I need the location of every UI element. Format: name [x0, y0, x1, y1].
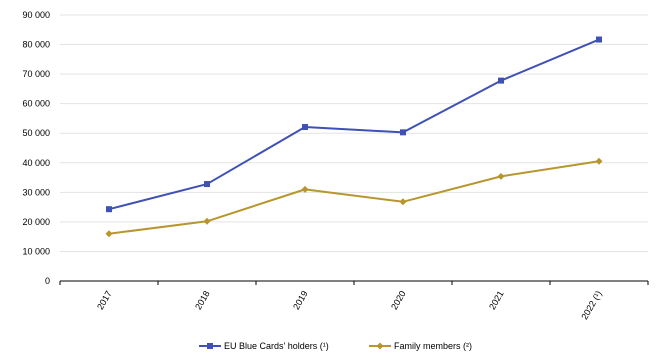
- x-tick-label: 2017: [95, 289, 114, 311]
- y-axis-tick-labels: 0 10 000 20 000 30 000 40 000 50 000 60 000 70 …: [22, 10, 50, 286]
- legend: EU Blue Cards' holders (¹) Family member…: [199, 341, 472, 351]
- data-point: [302, 124, 308, 131]
- x-tick-label: 2021: [487, 289, 506, 311]
- y-tick-label: 60 000: [22, 99, 50, 109]
- data-point: [497, 172, 505, 180]
- series-0: [106, 36, 602, 213]
- y-tick-label: 40 000: [22, 158, 50, 168]
- data-point: [498, 77, 504, 84]
- data-point: [596, 36, 602, 43]
- gridlines: [60, 14, 648, 252]
- y-tick-label: 30 000: [22, 187, 50, 197]
- y-tick-label: 20 000: [22, 217, 50, 227]
- x-tick-label: 2019: [291, 289, 310, 311]
- y-tick-label: 0: [45, 276, 50, 286]
- legend-label-blue-cards: EU Blue Cards' holders (¹): [224, 341, 329, 351]
- data-point: [400, 129, 406, 136]
- data-point: [301, 185, 309, 193]
- series-line: [108, 38, 600, 211]
- data-point: [105, 230, 113, 238]
- x-axis-tick-marks: [59, 281, 649, 285]
- x-axis-tick-labels: 2017 2018 2019 2020 2021 2022 (¹): [95, 289, 604, 321]
- series-1: [105, 157, 603, 238]
- y-tick-label: 10 000: [22, 246, 50, 256]
- legend-item-blue-cards: EU Blue Cards' holders (¹): [199, 341, 329, 351]
- data-point: [106, 206, 112, 213]
- series-layer: [105, 36, 603, 238]
- y-tick-label: 80 000: [22, 40, 50, 50]
- legend-marker-family-members: [376, 342, 384, 350]
- y-tick-label: 50 000: [22, 128, 50, 138]
- legend-label-family-members: Family members (²): [394, 341, 472, 351]
- data-point: [595, 157, 603, 165]
- data-point: [399, 198, 407, 206]
- x-tick-label: 2018: [193, 289, 212, 311]
- series-line: [108, 160, 600, 235]
- y-tick-label: 70 000: [22, 69, 50, 79]
- x-tick-label: 2020: [389, 289, 408, 311]
- data-point: [204, 181, 210, 188]
- data-point: [203, 217, 211, 225]
- legend-item-family-members: Family members (²): [369, 341, 472, 351]
- legend-marker-blue-cards: [207, 343, 213, 349]
- x-tick-label: 2022 (¹): [579, 289, 603, 321]
- y-tick-label: 90 000: [22, 10, 50, 20]
